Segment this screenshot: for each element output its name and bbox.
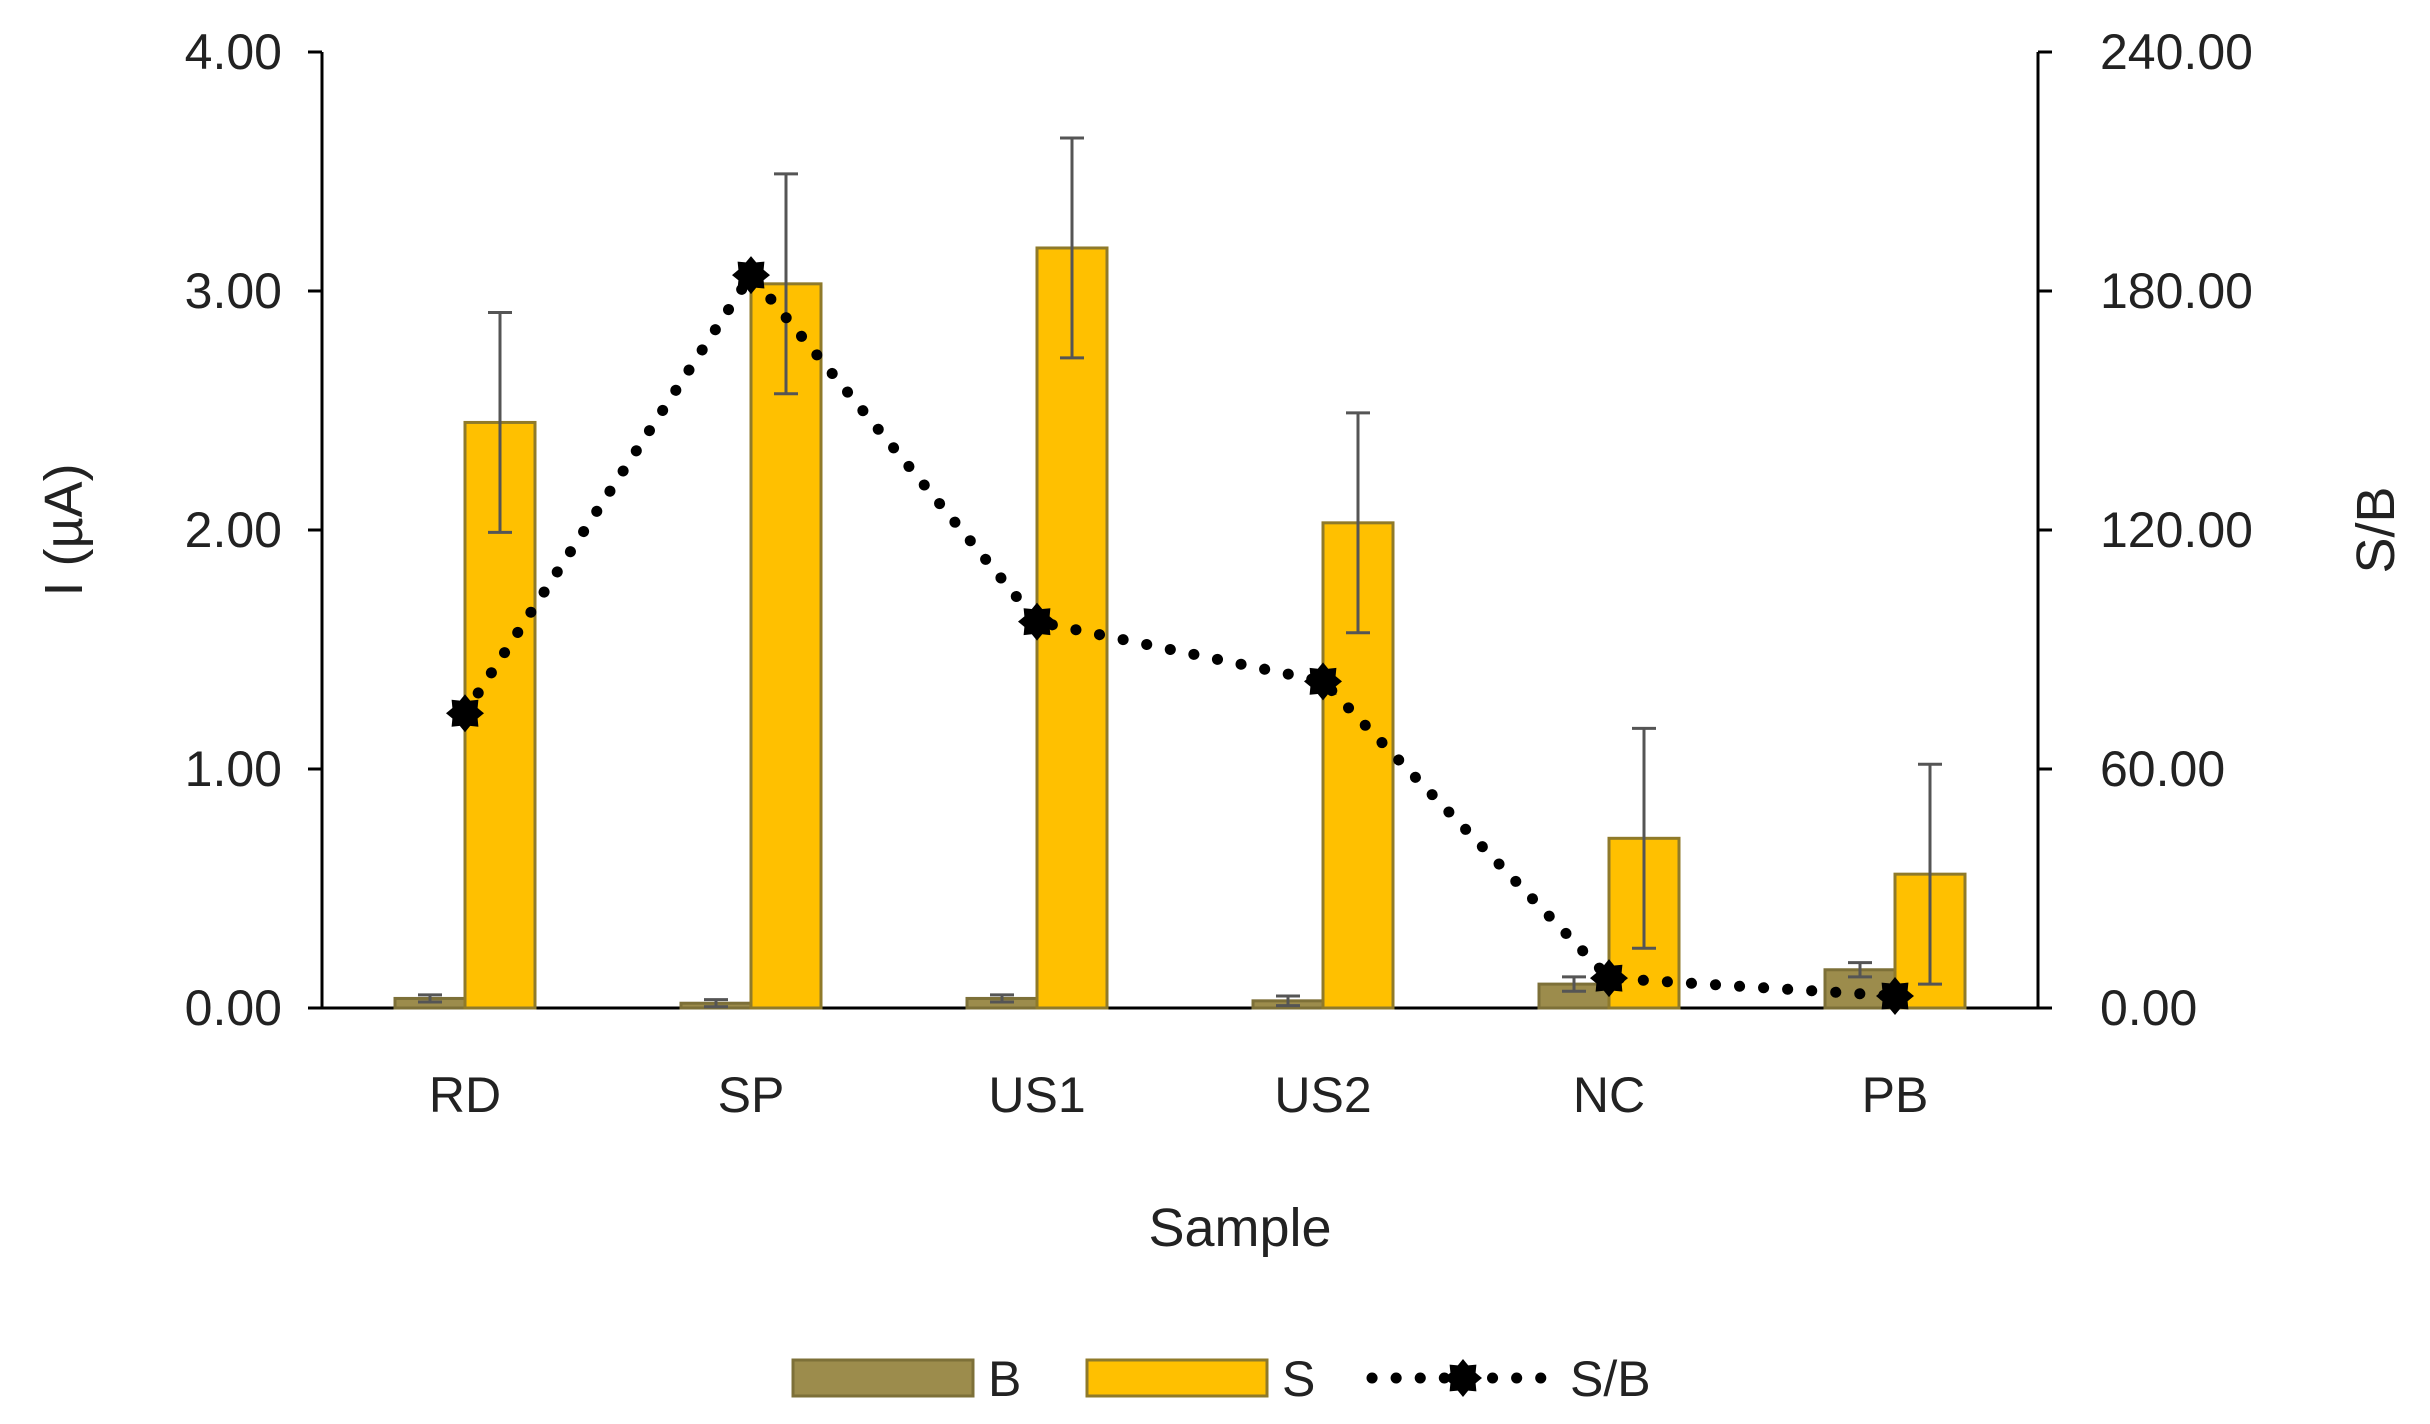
y2-axis-title: S/B — [2346, 486, 2406, 573]
right-tick-label: 0.00 — [2100, 980, 2197, 1036]
legend: B S S/B — [791, 1351, 1651, 1407]
x-axis-title: Sample — [1148, 1198, 1331, 1258]
legend-swatch-s — [1085, 1358, 1269, 1398]
left-tick-label: 2.00 — [185, 502, 282, 558]
right-tick-label: 120.00 — [2100, 502, 2253, 558]
legend-swatch-b — [791, 1358, 975, 1398]
right-tick-label: 180.00 — [2100, 263, 2253, 319]
left-tick-label: 0.00 — [185, 980, 282, 1036]
bar-s — [749, 282, 823, 1010]
ratio-point — [732, 256, 770, 295]
left-tick-label: 3.00 — [185, 263, 282, 319]
error-bars — [418, 136, 1942, 1009]
ratio-line — [446, 256, 1914, 1015]
category-label: NC — [1573, 1067, 1645, 1123]
ratio-line-path — [459, 265, 1901, 1002]
labels: 0.00 1.00 2.00 3.00 4.00 0.00 60.00 120.00 180.0… — [34, 24, 2406, 1258]
legend-label-b: B — [988, 1351, 1021, 1407]
y-axis-title: I (µA) — [34, 463, 94, 596]
right-tick-label: 60.00 — [2100, 741, 2225, 797]
ratio-point — [446, 694, 484, 733]
category-label: US1 — [988, 1067, 1085, 1123]
category-label: SP — [718, 1067, 785, 1123]
legend-label-s: S — [1282, 1351, 1315, 1407]
category-label: RD — [429, 1067, 501, 1123]
legend-label-ratio: S/B — [1570, 1351, 1651, 1407]
ratio-point — [1304, 662, 1342, 701]
right-tick-label: 240.00 — [2100, 24, 2253, 80]
left-tick-label: 1.00 — [185, 741, 282, 797]
category-label: US2 — [1274, 1067, 1371, 1123]
ratio-point — [1018, 602, 1056, 641]
legend-marker-ratio — [1444, 1359, 1482, 1397]
ratio-point — [1590, 959, 1628, 998]
bars — [393, 246, 1967, 1010]
ratio-point — [1876, 977, 1914, 1015]
category-label: PB — [1862, 1067, 1929, 1123]
left-tick-label: 4.00 — [185, 24, 282, 80]
axes — [308, 50, 2052, 1010]
